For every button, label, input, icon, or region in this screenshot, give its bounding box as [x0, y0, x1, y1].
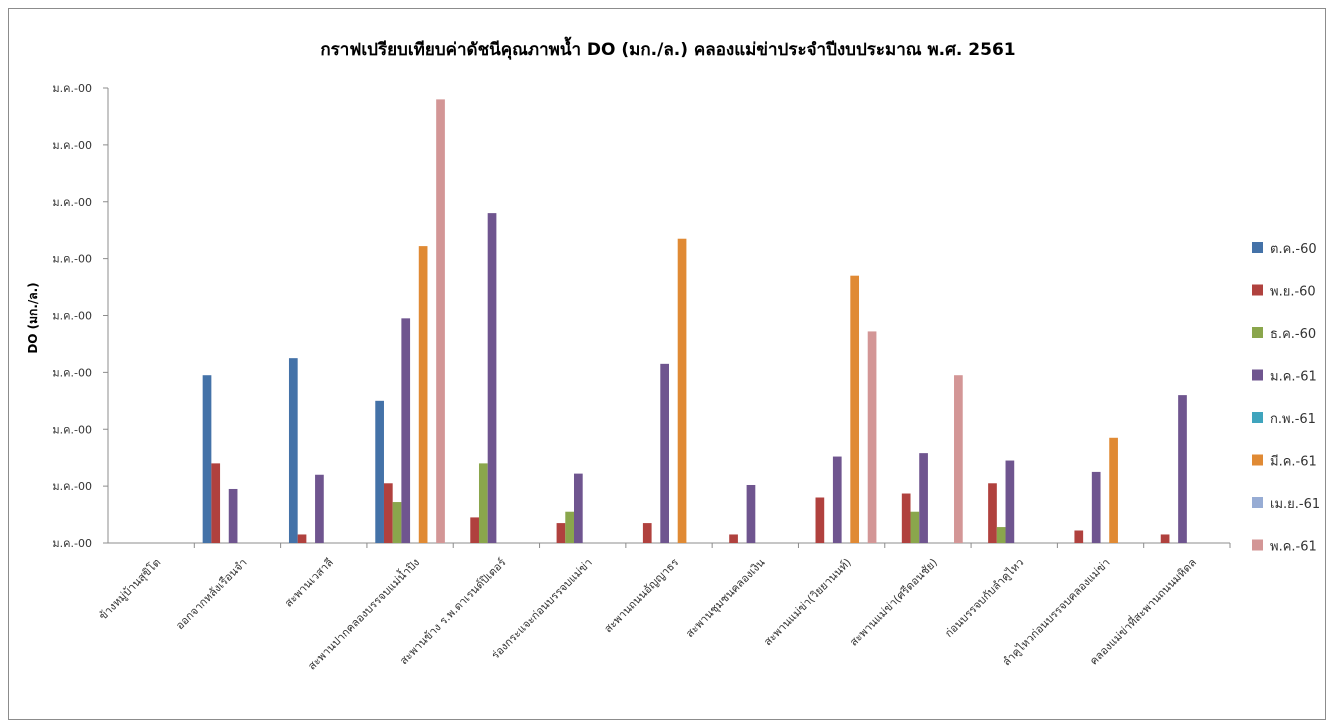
y-tick-label: ม.ค.-00 [52, 423, 92, 436]
bar [487, 213, 497, 543]
legend-label: มี.ค.-61 [1270, 454, 1317, 470]
legend-label: เม.ย.-61 [1270, 497, 1320, 512]
legend-swatch [1252, 412, 1263, 423]
bar [401, 318, 411, 543]
bar [867, 331, 877, 543]
bar [832, 456, 842, 543]
bar [478, 463, 488, 543]
category-label: ข้างหมู่บ้านสุขิโต [96, 555, 164, 623]
bar [288, 358, 298, 543]
category-label: สะพานเวสาลี [282, 556, 336, 610]
legend-swatch [1252, 284, 1263, 296]
y-tick-label: ม.ค.-00 [52, 537, 92, 550]
y-tick-labels: ม.ค.-00 ม.ค.-00 ม.ค.-00 ม.ค.-00 ม.ค.-00 ม.ค.-… [52, 82, 92, 550]
bar [677, 238, 687, 543]
chart-title: กราฟเปรียบเทียบค่าดัชนีคุณภาพน้ำ DO (มก.… [320, 40, 1016, 60]
bar [418, 246, 428, 544]
legend-swatch [1252, 369, 1263, 381]
legend-label: ก.พ.-61 [1270, 412, 1316, 427]
bar [1005, 460, 1015, 543]
legend: ต.ค.-60 พ.ย.-60 ธ.ค.-60 ม.ค.-61 ก.พ.-61 มี.ค.… [1252, 242, 1320, 555]
bar [202, 375, 212, 543]
legend-label: ธ.ค.-60 [1270, 327, 1316, 342]
bar [436, 99, 445, 543]
bar [729, 534, 738, 543]
bar [565, 511, 574, 543]
bar [383, 483, 393, 543]
legend-label: ม.ค.-61 [1270, 370, 1317, 385]
bar [919, 453, 928, 543]
legend-swatch [1252, 242, 1263, 253]
bar [901, 493, 911, 543]
category-label: สะพานแม่ข่า(วิยยานนท์) [761, 556, 853, 648]
bar [1109, 437, 1118, 543]
bar [996, 527, 1006, 543]
bar [573, 473, 583, 543]
bar [228, 488, 238, 543]
legend-label: พ.ค.-61 [1270, 540, 1317, 555]
y-tick-label: ม.ค.-00 [52, 310, 92, 323]
category-label: สะพานแม่ข่า(ศรีดอนชัย) [847, 556, 940, 649]
bar [1178, 395, 1187, 543]
bar [1074, 530, 1084, 543]
category-label: ร่องกระแจะก่อนบรรจบแม่ข่า [489, 556, 595, 662]
category-labels: ข้างหมู่บ้านสุขิโต ออกจากหลังเรือนจำ สะพาน… [96, 555, 1199, 673]
y-tick-label: ม.ค.-00 [52, 253, 92, 266]
category-label: สะพานชุมชนคลองเงิน [683, 556, 767, 640]
bar [1160, 534, 1170, 543]
category-label: ออกจากหลังเรือนจำ [173, 556, 249, 632]
bar [470, 517, 479, 543]
bar [815, 497, 825, 543]
bar [746, 484, 756, 543]
bar [988, 483, 997, 543]
legend-label: พ.ย.-60 [1270, 285, 1316, 300]
y-tick-label: ม.ค.-00 [52, 196, 92, 209]
category-label: สะพานถนนอัญญาธร [602, 556, 682, 636]
bar [297, 534, 307, 543]
y-tick-label: ม.ค.-00 [52, 82, 92, 95]
bar [392, 502, 402, 543]
bar [211, 463, 221, 543]
bar [850, 275, 860, 543]
legend-label: ต.ค.-60 [1270, 242, 1317, 257]
y-tick-label: ม.ค.-00 [52, 480, 92, 493]
legend-swatch [1252, 539, 1263, 551]
legend-swatch [1252, 497, 1263, 508]
bar [954, 375, 963, 543]
bar [315, 474, 324, 543]
y-tick-label: ม.ค.-00 [52, 366, 92, 379]
bar [375, 400, 384, 543]
bars [202, 99, 1187, 544]
y-axis-label: DO (มก./ล.) [26, 282, 40, 353]
y-tick-label: ม.ค.-00 [52, 139, 92, 152]
bar [910, 511, 920, 543]
category-label: ก่อนบรรจบกับลำคูไหว [942, 556, 1026, 640]
bar [1091, 471, 1101, 543]
bar [642, 523, 652, 543]
legend-swatch [1252, 454, 1263, 466]
legend-swatch [1252, 327, 1263, 338]
bar [660, 363, 669, 543]
bar [556, 523, 566, 543]
